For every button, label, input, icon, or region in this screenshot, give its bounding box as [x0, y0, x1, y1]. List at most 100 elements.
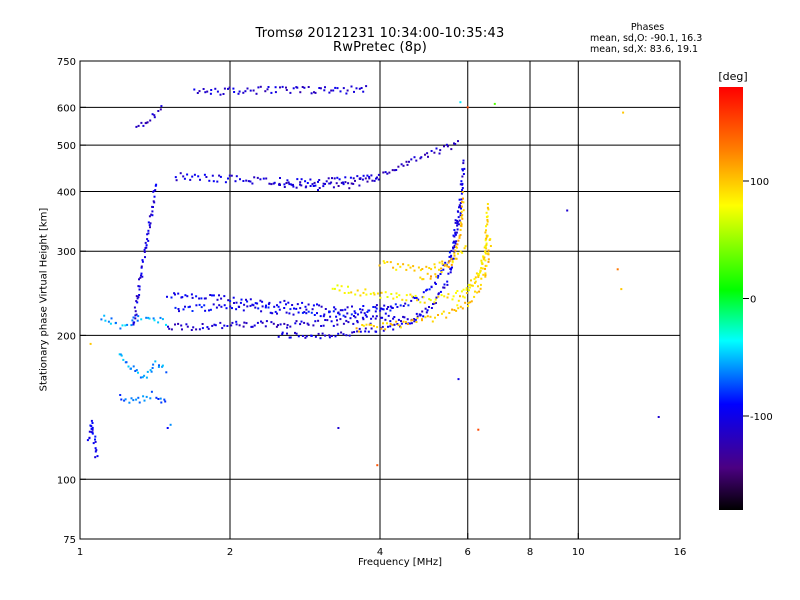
scatter-point: [404, 302, 407, 305]
scatter-point: [95, 449, 98, 452]
scatter-point: [448, 255, 451, 258]
scatter-point: [333, 306, 336, 309]
scatter-point: [364, 327, 367, 330]
scatter-point: [485, 229, 487, 232]
scatter-point: [473, 278, 476, 280]
scatter-point: [452, 295, 455, 298]
scatter-point: [134, 314, 137, 317]
scatter-point: [422, 296, 425, 299]
scatter-point: [481, 262, 484, 265]
scatter-point: [353, 310, 356, 313]
scatter-point: [351, 331, 354, 334]
scatter-point: [292, 185, 295, 188]
scatter-point: [119, 394, 122, 396]
scatter-point: [270, 321, 273, 324]
scatter-point: [139, 276, 142, 279]
scatter-point: [94, 450, 97, 453]
scatter-point: [310, 92, 313, 95]
scatter-point: [347, 285, 349, 288]
scatter-point: [281, 333, 284, 336]
scatter-point: [286, 326, 289, 329]
scatter-point: [455, 231, 458, 234]
scatter-point: [484, 272, 487, 275]
scatter-point: [366, 174, 369, 177]
scatter-point: [450, 263, 453, 266]
scatter-point: [243, 303, 246, 306]
scatter-point: [283, 299, 286, 302]
scatter-point: [344, 181, 347, 184]
scatter-point: [286, 324, 289, 326]
scatter-point: [484, 267, 486, 270]
scatter-point: [366, 311, 369, 313]
scatter-point: [166, 295, 168, 298]
scatter-point: [374, 317, 377, 320]
scatter-point: [257, 307, 260, 310]
scatter-point: [356, 289, 359, 292]
scatter-point: [132, 316, 135, 319]
scatter-point: [195, 328, 198, 331]
scatter-point: [335, 182, 338, 185]
scatter-point: [458, 219, 461, 222]
scatter-point: [119, 353, 122, 356]
scatter-point: [138, 285, 141, 288]
scatter-point: [119, 327, 122, 330]
scatter-point: [301, 335, 304, 337]
scatter-point: [356, 321, 359, 324]
scatter-point: [195, 295, 198, 298]
scatter-point: [470, 284, 473, 287]
scatter-point: [245, 322, 248, 325]
scatter-point: [257, 86, 260, 89]
scatter-point: [456, 304, 459, 307]
scatter-point: [135, 295, 138, 298]
scatter-point: [283, 322, 286, 325]
scatter-point: [182, 175, 185, 178]
scatter-point: [321, 332, 324, 335]
scatter-point: [382, 171, 385, 174]
scatter-point: [149, 369, 152, 372]
scatter-point: [191, 310, 194, 312]
phase-statistics: Phases mean, sd,O: -90.1, 16.3 mean, sd,…: [590, 22, 705, 55]
scatter-point: [417, 266, 420, 269]
scatter-point: [307, 303, 310, 306]
scatter-point: [413, 269, 416, 272]
scatter-point: [312, 185, 315, 187]
scatter-point: [443, 286, 446, 289]
scatter-point: [186, 295, 189, 298]
scatter-point: [318, 87, 321, 89]
scatter-points: [86, 85, 660, 467]
scatter-point: [137, 285, 140, 288]
scatter-point: [287, 181, 290, 184]
scatter-point: [364, 314, 367, 317]
scatter-point: [338, 289, 341, 292]
scatter-point: [319, 337, 322, 340]
scatter-point: [132, 399, 135, 402]
scatter-point: [387, 314, 390, 317]
scatter-point: [192, 326, 195, 329]
scatter-point: [415, 321, 418, 323]
scatter-point: [124, 324, 127, 327]
scatter-point: [155, 183, 158, 186]
scatter-point: [395, 268, 398, 271]
scatter-point: [336, 87, 339, 90]
scatter-point: [376, 464, 379, 467]
scatter-point: [484, 252, 487, 255]
scatter-point: [373, 179, 376, 182]
scatter-point: [391, 169, 394, 172]
scatter-point: [191, 175, 194, 178]
scatter-point: [425, 311, 428, 314]
scatter-point: [410, 158, 413, 161]
scatter-point: [153, 195, 156, 198]
scatter-point: [141, 259, 144, 262]
scatter-point: [154, 184, 157, 187]
scatter-point: [358, 87, 361, 90]
scatter-point: [245, 298, 247, 301]
scatter-point: [454, 232, 457, 235]
scatter-point: [430, 268, 433, 271]
scatter-point: [265, 177, 268, 180]
scatter-point: [435, 275, 438, 278]
scatter-point: [461, 187, 464, 189]
scatter-point: [365, 85, 368, 88]
scatter-point: [438, 152, 441, 155]
scatter-point: [283, 186, 286, 188]
scatter-point: [459, 101, 462, 104]
